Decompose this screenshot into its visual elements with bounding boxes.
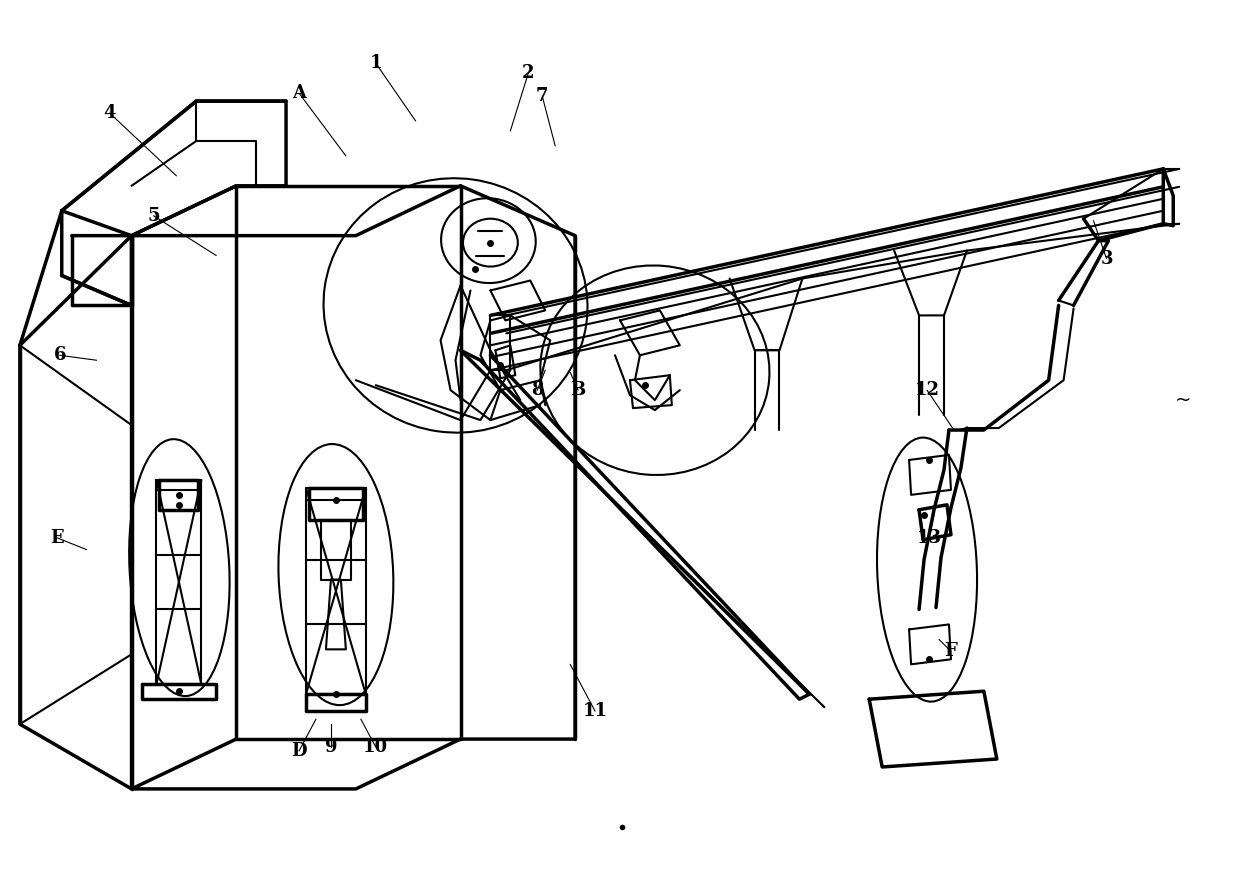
Text: ~: ~ <box>1176 391 1192 409</box>
Text: 2: 2 <box>522 64 534 82</box>
Text: 12: 12 <box>915 381 940 400</box>
Text: 1: 1 <box>370 54 382 72</box>
Text: A: A <box>291 84 306 102</box>
Text: 10: 10 <box>363 738 388 756</box>
Text: F: F <box>945 642 957 660</box>
Text: 6: 6 <box>53 346 66 364</box>
Text: 7: 7 <box>536 87 548 105</box>
Text: 3: 3 <box>1100 250 1112 268</box>
Text: B: B <box>570 381 585 400</box>
Text: 13: 13 <box>916 529 941 547</box>
Text: D: D <box>291 742 306 760</box>
Text: 8: 8 <box>531 381 543 400</box>
Text: E: E <box>50 529 63 547</box>
Text: 11: 11 <box>583 703 608 720</box>
Text: 9: 9 <box>325 738 337 756</box>
Text: 5: 5 <box>148 206 160 225</box>
Text: 4: 4 <box>103 104 115 122</box>
